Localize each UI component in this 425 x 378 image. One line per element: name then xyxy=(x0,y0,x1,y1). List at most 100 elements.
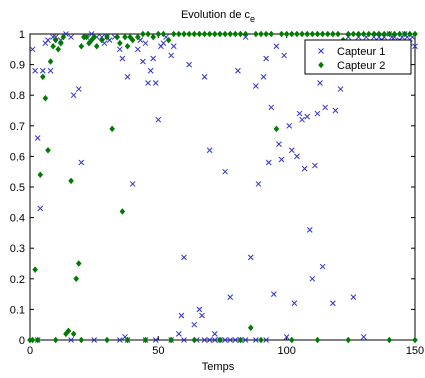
data-point-capteur-2 xyxy=(117,39,123,47)
y-tick-label: 0.9 xyxy=(10,60,25,72)
data-point-capteur-1-stroke xyxy=(296,110,303,117)
legend-marker-capteur-1-stroke xyxy=(318,48,324,54)
data-point-capteur-1 xyxy=(309,275,316,282)
data-point-capteur-1-stroke xyxy=(181,254,187,261)
data-point-capteur-2 xyxy=(52,336,59,344)
data-point-capteur-1-stroke xyxy=(255,181,262,187)
chart-title-subscript: e xyxy=(250,14,255,24)
data-point-capteur-1-stroke xyxy=(142,40,149,47)
data-point-capteur-1-stroke xyxy=(106,37,113,43)
data-point-capteur-1-stroke xyxy=(178,312,185,319)
data-point-capteur-2 xyxy=(78,336,85,344)
data-point-capteur-1-stroke xyxy=(170,43,177,50)
data-point-capteur-1-stroke xyxy=(124,73,131,80)
data-point-capteur-1 xyxy=(350,294,357,301)
data-point-capteur-1-stroke xyxy=(222,337,228,343)
data-point-capteur-2 xyxy=(75,260,82,267)
legend-box xyxy=(304,39,412,75)
data-point-capteur-1-stroke xyxy=(50,34,56,40)
data-point-capteur-2 xyxy=(237,336,244,344)
data-point-capteur-1-stroke xyxy=(332,107,339,114)
data-point-capteur-2 xyxy=(360,30,367,38)
data-point-capteur-1-stroke xyxy=(206,337,213,343)
data-point-capteur-2 xyxy=(135,33,141,41)
data-point-capteur-1-stroke xyxy=(201,73,208,80)
data-point-capteur-2 xyxy=(165,36,172,44)
data-point-capteur-1-stroke xyxy=(211,331,218,337)
data-point-capteur-1 xyxy=(235,67,241,74)
data-point-capteur-1-stroke xyxy=(306,226,313,233)
data-point-capteur-1-stroke xyxy=(291,300,298,307)
data-point-capteur-2 xyxy=(412,336,418,344)
data-point-capteur-2 xyxy=(319,30,326,38)
data-point-capteur-2 xyxy=(217,30,223,38)
data-point-capteur-2 xyxy=(83,33,90,41)
data-point-capteur-1-stroke xyxy=(160,40,167,47)
data-point-capteur-1-stroke xyxy=(286,122,293,129)
data-point-capteur-2 xyxy=(70,330,77,338)
data-point-capteur-1 xyxy=(296,110,303,117)
data-point-capteur-2 xyxy=(227,30,233,38)
data-point-capteur-2 xyxy=(222,30,228,38)
data-point-capteur-2 xyxy=(309,30,316,38)
data-point-capteur-1-stroke xyxy=(176,331,182,337)
data-point-capteur-1 xyxy=(147,67,154,74)
data-point-capteur-1 xyxy=(37,205,44,212)
data-point-capteur-2 xyxy=(119,208,126,215)
data-point-capteur-1 xyxy=(270,291,277,297)
data-point-capteur-1 xyxy=(242,337,249,343)
y-tick-label: 0.8 xyxy=(10,90,25,102)
data-point-capteur-1-stroke xyxy=(235,67,241,74)
data-point-capteur-1-stroke xyxy=(317,80,323,86)
data-point-capteur-1 xyxy=(232,337,239,343)
data-point-capteur-2 xyxy=(381,30,387,38)
data-point-capteur-2 xyxy=(350,30,357,38)
data-point-capteur-1 xyxy=(301,165,308,172)
data-point-capteur-2 xyxy=(268,30,275,38)
data-point-capteur-1-stroke xyxy=(314,110,321,117)
data-point-capteur-1 xyxy=(211,337,218,343)
data-point-capteur-1-stroke xyxy=(299,116,305,123)
data-point-capteur-2 xyxy=(47,58,54,65)
data-point-capteur-2 xyxy=(407,30,413,38)
data-point-capteur-1 xyxy=(247,254,254,261)
axes: 0 50 100 150 0 0.1 0.2 0.3 0.4 0.5 0.6 0.7 0.8 0.9 1 xyxy=(10,29,424,357)
data-point-capteur-2 xyxy=(258,336,264,344)
data-point-capteur-2 xyxy=(289,30,295,38)
x-axis-label: Temps xyxy=(202,361,235,373)
data-point-capteur-1-stroke xyxy=(273,43,280,50)
data-point-capteur-1-stroke xyxy=(140,58,146,65)
data-point-capteur-1 xyxy=(32,67,38,74)
data-point-capteur-1 xyxy=(29,46,36,53)
data-point-capteur-2 xyxy=(68,177,74,185)
data-point-capteur-1 xyxy=(178,312,185,319)
series-capteur-2 xyxy=(27,30,418,344)
data-point-capteur-2 xyxy=(78,42,85,50)
data-point-capteur-1 xyxy=(142,40,149,47)
data-point-capteur-1-stroke xyxy=(39,67,46,74)
data-point-capteur-1 xyxy=(116,46,123,53)
data-point-capteur-2 xyxy=(99,36,105,44)
data-point-capteur-2 xyxy=(217,336,223,344)
data-point-capteur-2 xyxy=(129,36,136,44)
data-point-capteur-1 xyxy=(211,331,218,337)
data-point-capteur-1 xyxy=(150,55,157,62)
legend-marker-capteur-2 xyxy=(318,61,324,69)
data-point-capteur-1-stroke xyxy=(288,147,295,154)
data-point-capteur-2 xyxy=(140,30,146,38)
x-tick-label: 150 xyxy=(406,345,424,357)
legend: Capteur 1 Capteur 2 xyxy=(304,39,412,75)
data-point-capteur-1 xyxy=(196,306,203,313)
data-point-capteur-1 xyxy=(255,181,262,187)
data-point-capteur-1 xyxy=(145,80,151,86)
data-point-capteur-1 xyxy=(265,159,272,166)
data-point-capteur-2 xyxy=(32,266,38,273)
data-point-capteur-1-stroke xyxy=(242,337,249,343)
data-point-capteur-2 xyxy=(345,336,352,344)
data-point-capteur-1-stroke xyxy=(360,334,367,340)
data-point-capteur-1-stroke xyxy=(211,337,218,343)
data-point-capteur-2 xyxy=(258,30,264,38)
data-point-capteur-1 xyxy=(314,110,321,117)
